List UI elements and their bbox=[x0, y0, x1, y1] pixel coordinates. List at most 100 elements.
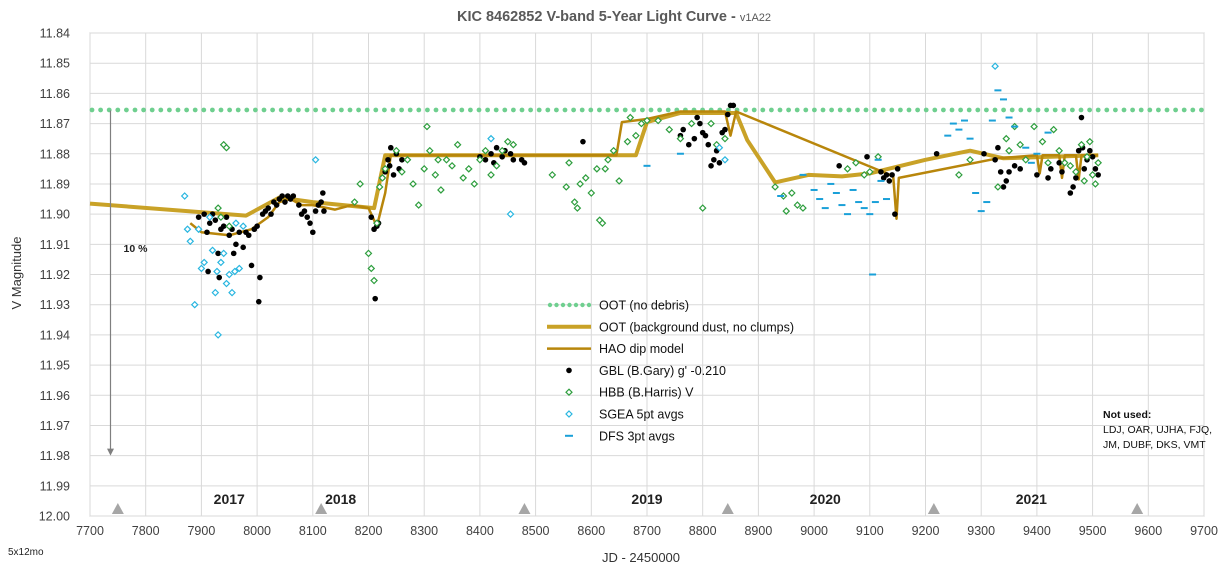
legend-item: DFS 3pt avgs bbox=[565, 429, 675, 443]
gbl-point bbox=[310, 229, 316, 236]
gbl-point bbox=[233, 241, 239, 248]
x-tick-label: 7900 bbox=[187, 524, 215, 538]
gbl-point bbox=[215, 250, 221, 257]
oot-no-debris-dot bbox=[769, 107, 774, 113]
hbb-point bbox=[370, 276, 378, 285]
hbb-point bbox=[865, 168, 874, 176]
series-diamond-open bbox=[214, 113, 1103, 285]
gbl-point bbox=[697, 120, 703, 127]
oot-no-debris-dot bbox=[863, 107, 869, 113]
oot-no-debris-dot bbox=[1130, 107, 1135, 113]
hbb-point bbox=[420, 164, 429, 173]
hbb-point bbox=[994, 183, 1002, 191]
oot-no-debris-dot bbox=[812, 107, 817, 113]
x-tick-label: 9100 bbox=[856, 524, 884, 538]
oot-no-debris-dot bbox=[1138, 107, 1144, 113]
hbb-point bbox=[492, 161, 501, 170]
legend-swatch-dot bbox=[554, 302, 559, 308]
sgea-point bbox=[228, 288, 236, 297]
oot-no-debris-dot bbox=[837, 107, 843, 113]
hbb-point bbox=[1021, 155, 1030, 164]
oot-no-debris-dot bbox=[751, 107, 757, 113]
oot-no-debris-dot bbox=[1070, 107, 1075, 113]
oot-no-debris-dot bbox=[149, 107, 155, 113]
oot-no-debris-dot bbox=[571, 107, 576, 113]
hbb-point bbox=[217, 213, 225, 221]
hbb-point bbox=[955, 171, 963, 179]
oot-no-debris-dot bbox=[562, 107, 568, 113]
hbb-point bbox=[615, 177, 623, 185]
oot-no-debris-dot bbox=[915, 107, 920, 113]
hbb-point bbox=[771, 183, 779, 191]
legend-label: SGEA 5pt avgs bbox=[599, 408, 684, 422]
arrow-annotation: 10 % bbox=[106, 110, 148, 456]
oot-no-debris-dot bbox=[829, 107, 834, 113]
oot-no-debris-dot bbox=[949, 107, 955, 113]
oot-no-debris-dot bbox=[253, 107, 258, 113]
hbb-point bbox=[459, 174, 468, 182]
gbl-point bbox=[878, 169, 884, 175]
corner-note: 5x12mo bbox=[8, 547, 44, 558]
hbb-point bbox=[367, 264, 376, 273]
gbl-point bbox=[1034, 172, 1040, 178]
x-tick-label: 8800 bbox=[689, 524, 717, 538]
gbl-point bbox=[255, 298, 262, 305]
gbl-point bbox=[1056, 160, 1062, 166]
series-dotted-line bbox=[89, 107, 1204, 113]
y-tick-label: 11.97 bbox=[40, 419, 70, 433]
hbb-point bbox=[637, 119, 646, 128]
sgea-point bbox=[230, 267, 239, 276]
x-tick-label: 8300 bbox=[410, 524, 438, 538]
y-tick-label: 12.00 bbox=[39, 510, 70, 524]
oot-no-debris-dot bbox=[141, 107, 147, 113]
legend-swatch-dot bbox=[567, 302, 572, 308]
hbb-point bbox=[356, 180, 364, 188]
oot-no-debris-dot bbox=[906, 107, 912, 113]
oot-no-debris-dot bbox=[640, 107, 645, 113]
gbl-point bbox=[521, 160, 528, 166]
year-label: 2017 bbox=[214, 491, 245, 507]
hbb-point bbox=[378, 174, 387, 182]
hbb-point bbox=[409, 180, 417, 188]
year-label: 2020 bbox=[810, 491, 841, 507]
oot-no-debris-dot bbox=[390, 107, 396, 113]
hbb-point bbox=[414, 201, 423, 209]
gbl-point bbox=[257, 274, 263, 281]
gbl-point bbox=[195, 214, 202, 220]
year-marker bbox=[927, 503, 940, 514]
sgea-point bbox=[213, 267, 221, 276]
oot-no-debris-dot bbox=[760, 107, 766, 113]
gbl-point bbox=[304, 214, 311, 220]
y-tick-label: 11.87 bbox=[40, 117, 70, 131]
oot-no-debris-dot bbox=[1044, 107, 1049, 113]
y-tick-label: 11.88 bbox=[40, 147, 70, 161]
legend-swatch-dot bbox=[586, 302, 592, 308]
x-tick-label: 9200 bbox=[912, 524, 940, 538]
oot-no-debris-dot bbox=[89, 107, 95, 113]
x-tick-label: 8000 bbox=[243, 524, 271, 538]
oot-no-debris-dot bbox=[1052, 107, 1058, 113]
y-tick-label: 11.89 bbox=[40, 177, 70, 191]
gbl-point bbox=[204, 229, 210, 236]
hbb-point bbox=[548, 171, 557, 179]
sgea-point bbox=[183, 225, 192, 234]
hbb-point bbox=[576, 180, 585, 188]
oot-no-debris-dot bbox=[648, 107, 654, 113]
oot-no-debris-dot bbox=[511, 107, 516, 113]
year-label: 2018 bbox=[325, 491, 356, 507]
gbl-point bbox=[390, 172, 397, 178]
oot-no-debris-dot bbox=[192, 107, 198, 113]
gbl-point bbox=[889, 172, 895, 178]
x-tick-label: 7800 bbox=[132, 524, 160, 538]
hbb-point bbox=[632, 131, 640, 140]
x-tick-label: 8500 bbox=[522, 524, 550, 538]
gbl-point bbox=[301, 208, 308, 214]
legend-item: OOT (background dust, no clumps) bbox=[547, 320, 794, 334]
hbb-point bbox=[364, 249, 373, 258]
sgea-point bbox=[214, 331, 222, 339]
y-tick-label: 11.93 bbox=[40, 298, 70, 312]
gbl-point bbox=[201, 211, 207, 217]
oot-no-debris-dot bbox=[1199, 107, 1204, 113]
hbb-point bbox=[498, 146, 507, 155]
oot-no-debris-dot bbox=[1027, 107, 1032, 113]
